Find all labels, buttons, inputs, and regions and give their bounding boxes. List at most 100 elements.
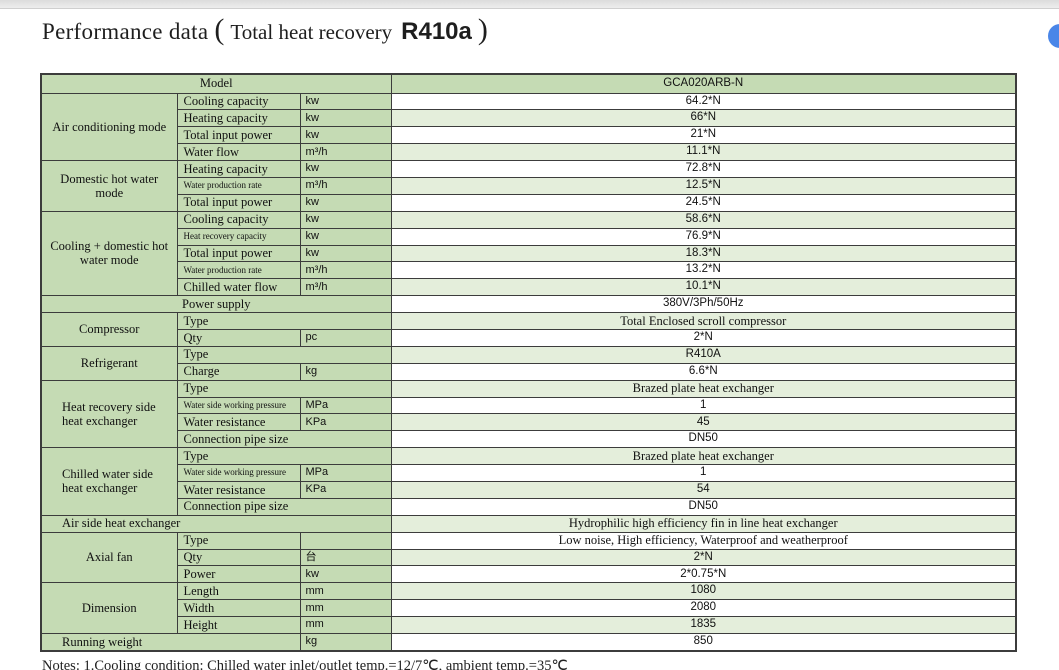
param-cell: Water resistance: [176, 413, 301, 432]
category-cell: Chilled water side heat exchanger: [40, 447, 178, 516]
table-row: Qty pc 2*N: [41, 328, 1017, 347]
unit-cell: kw: [299, 126, 392, 145]
value-cell: 850: [390, 632, 1017, 652]
unit-cell: kw: [299, 565, 392, 584]
param-cell: Water production rate: [176, 176, 301, 195]
unit-cell: KPa: [299, 480, 392, 499]
value-cell: 66*N: [390, 109, 1017, 128]
category-cell: Heat recovery side heat exchanger: [40, 379, 178, 449]
unit-cell: mm: [299, 599, 392, 618]
table-row: Power kw 2*0.75*N: [41, 565, 1017, 584]
value-cell: 1080: [390, 582, 1017, 601]
title-paren-open: (: [214, 13, 225, 46]
table-row: Cooling + domestic hot water mode Coolin…: [40, 210, 1017, 297]
param-cell: Heating capacity: [176, 160, 301, 178]
value-cell: 24.5*N: [390, 193, 1017, 212]
value-cell: 1835: [390, 616, 1017, 634]
param-cell: Total input power: [176, 244, 301, 263]
table-row: Water flow m³/h 11.1*N: [41, 143, 1017, 162]
title-prefix: Performance data: [42, 19, 209, 44]
unit-cell: kw: [299, 227, 392, 246]
param-cell: Heating capacity: [176, 109, 301, 128]
unit-cell: kg: [299, 362, 392, 381]
table-row: Water production rate m³/h 12.5*N: [41, 176, 1017, 195]
unit-cell: 台: [299, 548, 392, 567]
value-cell: 10.1*N: [390, 278, 1017, 297]
param-cell: Air side heat exchanger: [40, 514, 392, 533]
param-cell: Water resistance: [176, 480, 301, 499]
title-paren-close: ): [477, 13, 488, 46]
param-cell: Width: [176, 599, 301, 618]
param-cell: Height: [176, 616, 301, 634]
value-cell: 380V/3Ph/50Hz: [390, 295, 1017, 314]
table-row: Model GCA020ARB-N: [40, 73, 1017, 94]
table-row: Total input power kw 21*N: [41, 126, 1017, 145]
category-cell: Compressor: [40, 312, 178, 347]
unit-cell: m³/h: [299, 143, 392, 162]
unit-cell: kw: [299, 92, 392, 111]
param-cell: Type: [176, 345, 392, 364]
param-cell: Water production rate: [176, 261, 301, 280]
unit-cell: kw: [299, 193, 392, 212]
unit-cell: pc: [299, 328, 392, 347]
param-cell: Water side working pressure: [176, 396, 301, 415]
value-cell: 2*0.75*N: [390, 565, 1017, 584]
table-row: Connection pipe size DN50: [41, 497, 1017, 516]
value-cell: Low noise, High efficiency, Waterproof a…: [390, 531, 1017, 550]
table-row: Air conditioning mode Cooling capacity k…: [40, 92, 1017, 162]
table-row: Refrigerant Type R410A: [40, 345, 1017, 381]
table-row: Height mm 1835: [41, 616, 1017, 634]
unit-cell: m³/h: [299, 278, 392, 297]
table-row: Heat recovery side heat exchanger Type B…: [40, 379, 1017, 449]
page-title: Performance data ( Total heat recovery R…: [42, 12, 494, 52]
table-row: Domestic hot water mode Heating capacity…: [40, 160, 1017, 212]
page-top-edge: [0, 0, 1059, 9]
value-cell: Hydrophilic high efficiency fin in line …: [390, 514, 1017, 533]
unit-cell: kw: [299, 244, 392, 263]
param-cell: Type: [176, 447, 392, 466]
category-cell: Dimension: [40, 582, 178, 634]
value-cell: 6.6*N: [390, 362, 1017, 381]
value-cell: 2*N: [390, 548, 1017, 567]
value-cell: 21*N: [390, 126, 1017, 145]
value-cell: 18.3*N: [390, 244, 1017, 263]
unit-cell: kw: [299, 109, 392, 128]
unit-cell: m³/h: [299, 261, 392, 280]
table-row: Water production rate m³/h 13.2*N: [41, 261, 1017, 280]
unit-cell: kg: [299, 632, 392, 652]
param-cell: Type: [176, 312, 392, 330]
table-row: Chilled water flow m³/h 10.1*N: [41, 278, 1017, 297]
unit-cell: kw: [299, 210, 392, 229]
param-cell: Length: [176, 582, 301, 601]
table-row: Total input power kw 24.5*N: [41, 193, 1017, 212]
category-cell: Refrigerant: [40, 345, 178, 381]
value-cell: 13.2*N: [390, 261, 1017, 280]
unit-cell: m³/h: [299, 176, 392, 195]
table-row: Heating capacity kw 66*N: [41, 109, 1017, 128]
param-cell: Running weight: [40, 632, 301, 652]
param-cell: Type: [176, 379, 392, 398]
value-cell: DN50: [390, 497, 1017, 516]
value-cell: DN50: [390, 430, 1017, 449]
table-row: Water resistance KPa 45: [41, 413, 1017, 432]
title-model-code: R410a: [401, 18, 472, 45]
table-row: Qty 台 2*N: [41, 548, 1017, 567]
value-cell: 2080: [390, 599, 1017, 618]
param-cell: Total input power: [176, 193, 301, 212]
table-row: Water side working pressure MPa 1: [41, 464, 1017, 482]
value-cell: 12.5*N: [390, 176, 1017, 195]
value-cell: 1: [390, 396, 1017, 415]
param-cell: Connection pipe size: [176, 430, 392, 449]
param-cell: Chilled water flow: [176, 278, 301, 297]
unit-cell: kw: [299, 160, 392, 178]
value-cell: 72.8*N: [390, 160, 1017, 178]
table-row: Compressor Type Total Enclosed scroll co…: [40, 312, 1017, 347]
param-cell: Heat recovery capacity: [176, 227, 301, 246]
floating-widget-button[interactable]: [1048, 24, 1059, 48]
table-row: Dimension Length mm 1080: [40, 582, 1017, 634]
title-middle: Total heat recovery: [230, 19, 393, 44]
param-cell: Cooling capacity: [176, 210, 301, 229]
unit-cell: KPa: [299, 413, 392, 432]
param-cell: Charge: [176, 362, 301, 381]
value-cell: Brazed plate heat exchanger: [390, 447, 1017, 466]
